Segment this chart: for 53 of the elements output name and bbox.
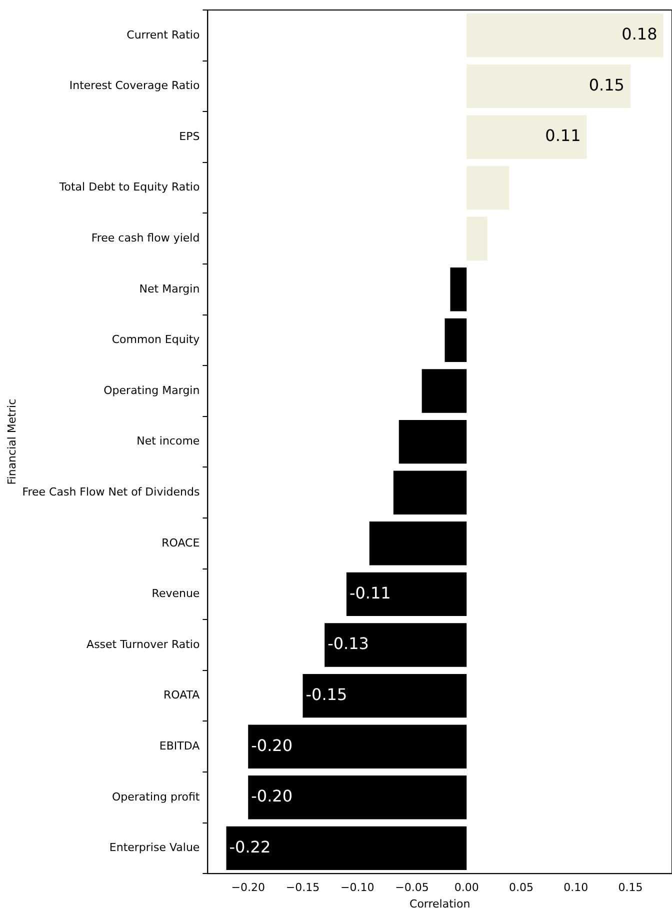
data-label: -0.20 xyxy=(251,736,293,755)
bar xyxy=(466,14,664,58)
bar xyxy=(324,623,467,667)
data-label: -0.20 xyxy=(251,786,293,806)
y-tick-label: ROATA xyxy=(164,688,200,702)
y-axis-title: Financial Metric xyxy=(5,398,18,485)
x-tick-label: 0.05 xyxy=(508,881,534,894)
y-tick-label: Total Debt to Equity Ratio xyxy=(58,180,200,194)
bar xyxy=(466,216,488,260)
x-tick-label: 0.15 xyxy=(618,881,643,894)
y-tick-label: EPS xyxy=(179,130,200,143)
bar xyxy=(393,470,467,514)
data-label: 0.15 xyxy=(588,75,624,94)
data-label: -0.15 xyxy=(306,684,348,704)
y-tick-label: Operating profit xyxy=(112,790,200,804)
y-tick-label: Net Margin xyxy=(139,282,200,296)
y-tick-label: Interest Coverage Ratio xyxy=(69,79,200,92)
y-tick-label: Revenue xyxy=(152,587,200,600)
bar xyxy=(248,776,467,820)
bar xyxy=(369,522,467,566)
y-tick-label: Net income xyxy=(136,434,200,448)
bar xyxy=(466,64,630,108)
x-tick-label: 0.10 xyxy=(564,881,588,894)
y-tick-label: Asset Turnover Ratio xyxy=(86,638,200,651)
bar xyxy=(248,724,467,768)
bar xyxy=(466,166,510,210)
y-tick-label: EBITDA xyxy=(159,739,200,752)
y-tick-label: Common Equity xyxy=(112,333,200,346)
bar xyxy=(346,572,467,616)
y-tick-label: ROACE xyxy=(162,536,200,550)
data-label: 0.18 xyxy=(622,24,658,44)
bar xyxy=(444,318,467,362)
x-tick-label: −0.20 xyxy=(231,881,265,894)
x-axis-title: Correlation xyxy=(410,897,470,910)
bar xyxy=(398,420,467,464)
bar xyxy=(302,674,467,718)
data-label: -0.11 xyxy=(349,583,391,602)
bar xyxy=(466,115,587,159)
x-tick-label: −0.10 xyxy=(340,881,374,894)
x-tick-label: −0.15 xyxy=(286,881,320,894)
bar xyxy=(422,369,467,413)
y-tick-label: Enterprise Value xyxy=(109,841,200,854)
data-label: -0.22 xyxy=(229,837,271,856)
y-tick-label: Free Cash Flow Net of Dividends xyxy=(22,485,200,498)
x-tick-label: −0.05 xyxy=(395,881,429,894)
y-tick-label: Operating Margin xyxy=(104,384,200,397)
data-label: 0.11 xyxy=(545,126,581,146)
y-tick-label: Current Ratio xyxy=(126,28,200,42)
y-tick-label: Free cash flow yield xyxy=(91,231,200,244)
bar xyxy=(450,268,467,312)
x-tick-label: 0.00 xyxy=(454,881,479,894)
bar xyxy=(226,826,467,870)
data-label: -0.13 xyxy=(328,634,369,654)
